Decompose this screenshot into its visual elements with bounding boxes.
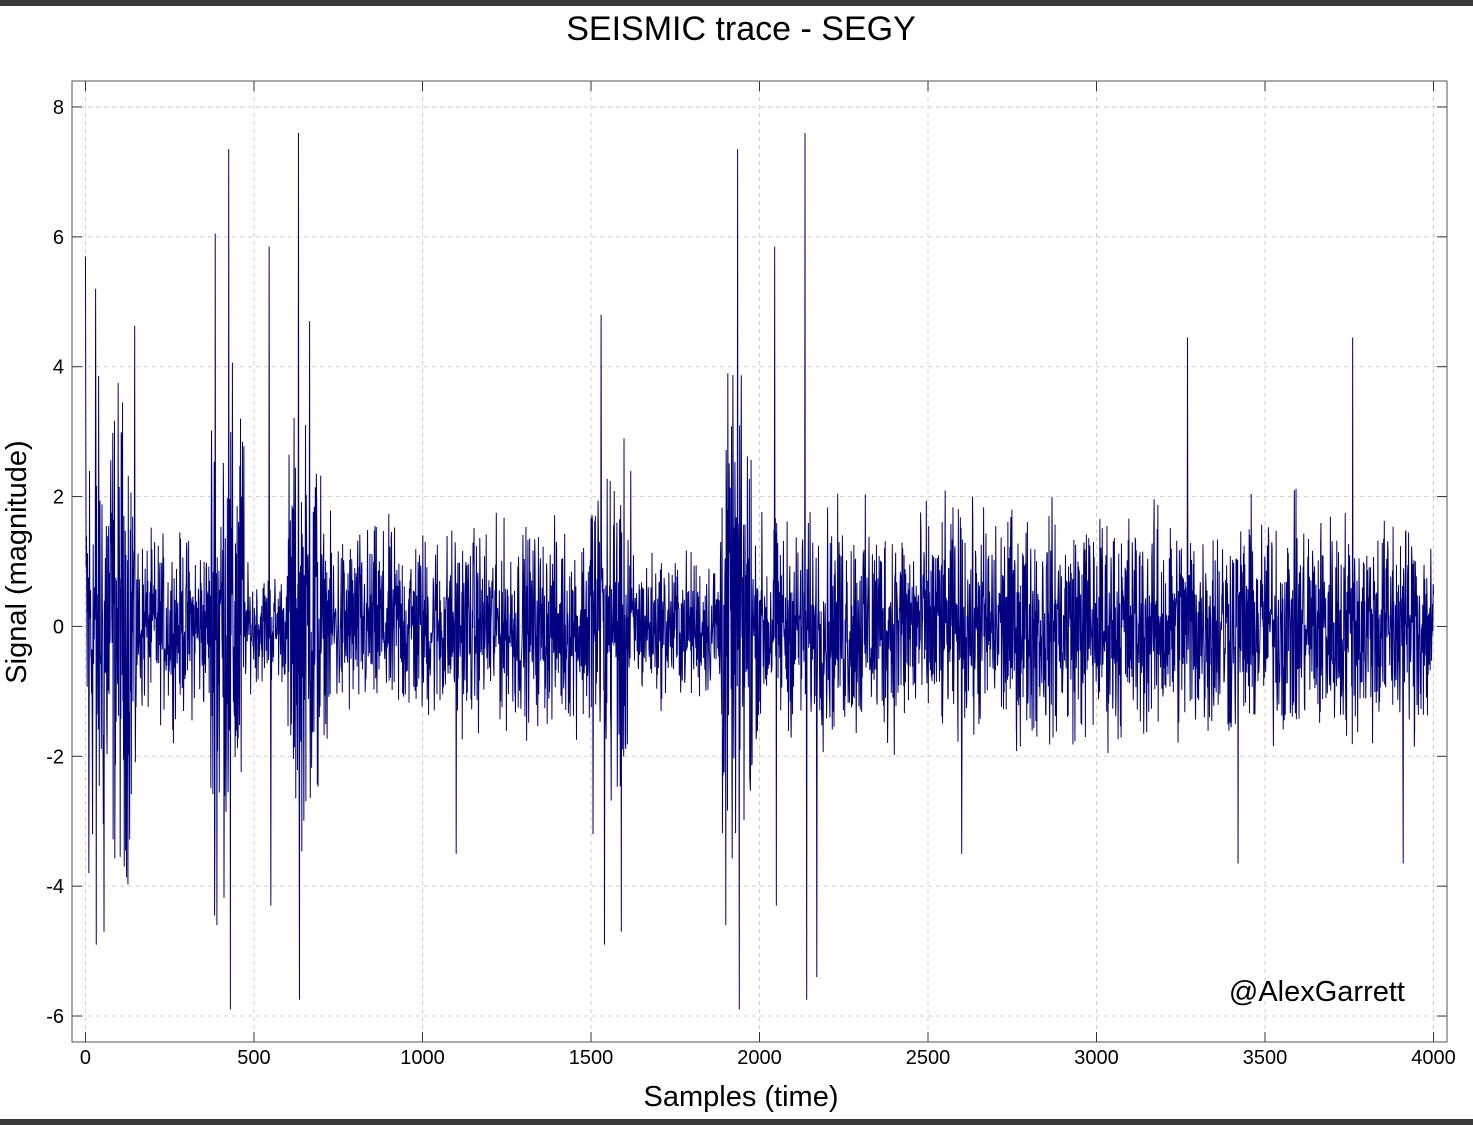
y-tick-label: 6 [53,227,64,249]
chart-title: SEISMIC trace - SEGY [566,10,916,48]
y-tick-labels: -6 -4 -2 0 2 4 6 8 [46,97,64,1028]
x-tick-label: 2000 [737,1047,782,1069]
x-tick-label: 4000 [1411,1047,1456,1069]
axis-ticks [72,81,1447,1042]
x-tick-label: 1500 [569,1047,614,1069]
y-tick-label: 2 [53,487,64,509]
x-tick-label: 0 [80,1047,91,1069]
plot-border [71,80,1448,1043]
watermark-annotation: @AlexGarrett [1229,976,1405,1008]
trace-series [84,132,1435,1010]
top-frame-bar [0,0,1473,6]
bottom-frame-bar [0,1119,1473,1125]
y-tick-label: 4 [53,357,64,379]
y-tick-label: -2 [46,746,64,768]
y-tick-label: 8 [53,97,64,119]
x-axis-label: Samples (time) [644,1081,839,1113]
seismic-trace-line [84,132,1435,1010]
y-tick-label: -4 [46,876,64,898]
y-tick-label: 0 [53,616,64,638]
y-tick-label: -6 [46,1006,64,1028]
x-tick-label: 3000 [1074,1047,1119,1069]
x-tick-label: 500 [237,1047,270,1069]
x-tick-labels: 0 500 1000 1500 2000 2500 3000 3500 4000 [80,1047,1456,1069]
y-axis-label: Signal (magnitude) [1,440,33,683]
x-tick-label: 3500 [1243,1047,1288,1069]
x-tick-label: 2500 [906,1047,951,1069]
x-tick-label: 1000 [400,1047,445,1069]
